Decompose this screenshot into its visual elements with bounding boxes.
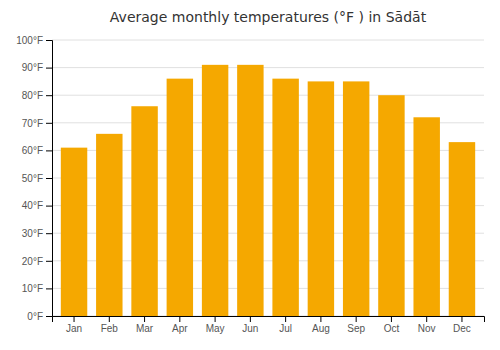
tick: 60°F	[22, 145, 52, 156]
bar	[378, 95, 404, 316]
chart-container: 0°F 10°F 20°F 30°F 40°F 50°F 60°F 70°F 80°F 90°F 1…	[0, 0, 500, 350]
tick-mark	[46, 288, 52, 289]
tick: 100°F	[16, 35, 52, 46]
tick-mark	[144, 316, 145, 322]
tick-label: 20°F	[22, 256, 43, 267]
tick-label: Dec	[453, 323, 471, 334]
tick-label: 80°F	[22, 90, 43, 101]
tick-label: 70°F	[22, 118, 43, 129]
tick: Oct	[384, 316, 400, 334]
tick: Jul	[279, 316, 292, 334]
tick-mark	[46, 95, 52, 96]
title: Average monthly temperatures (°F ) in Sā…	[110, 9, 427, 25]
bar	[272, 79, 298, 316]
bar	[308, 81, 334, 316]
tick: 20°F	[22, 256, 52, 267]
bar	[202, 65, 228, 316]
tick: Mar	[136, 316, 154, 334]
tick-mark	[46, 261, 52, 262]
tick: 50°F	[22, 173, 52, 184]
tick-label: 40°F	[22, 200, 43, 211]
bar	[131, 106, 157, 316]
grid-line	[52, 67, 484, 68]
tick-label: Jan	[66, 323, 82, 334]
tick: May	[206, 316, 225, 334]
tick-label: Apr	[172, 323, 188, 334]
tick-mark	[461, 316, 462, 322]
grid-line	[52, 95, 484, 96]
tick-label: 100°F	[16, 35, 43, 46]
bar	[413, 117, 439, 316]
tick-label: May	[206, 323, 225, 334]
tick: Dec	[453, 316, 471, 334]
tick-mark	[46, 40, 52, 41]
tick-mark	[46, 206, 52, 207]
axis-line	[46, 41, 53, 317]
tick-mark	[391, 316, 392, 322]
tick-label: 0°F	[27, 311, 43, 322]
tick-label: Mar	[136, 323, 154, 334]
tick: Jun	[242, 316, 258, 334]
chart-svg: 0°F 10°F 20°F 30°F 40°F 50°F 60°F 70°F 80°F 90°F 1…	[0, 0, 500, 350]
tick: 10°F	[22, 283, 52, 294]
tick-label: Feb	[101, 323, 119, 334]
bar	[449, 142, 475, 316]
tick: Jan	[66, 316, 82, 334]
tick-label: 10°F	[22, 283, 43, 294]
bar	[167, 79, 193, 316]
tick-label: Nov	[418, 323, 436, 334]
bar	[61, 148, 87, 316]
tick-label: Sep	[347, 323, 365, 334]
tick: 40°F	[22, 200, 52, 211]
tick: 80°F	[22, 90, 52, 101]
tick-mark	[46, 233, 52, 234]
tick: Apr	[172, 316, 188, 334]
tick-mark	[46, 316, 52, 317]
bar	[343, 81, 369, 316]
tick-label: Jun	[242, 323, 258, 334]
tick: 0°F	[27, 311, 52, 322]
tick: Feb	[101, 316, 119, 334]
plot-area: 0°F 10°F 20°F 30°F 40°F 50°F 60°F 70°F 80°F 90°F 1…	[16, 35, 484, 334]
tick: 30°F	[22, 228, 52, 239]
grid	[52, 40, 484, 316]
tick-label: Oct	[384, 323, 400, 334]
tick-mark	[179, 316, 180, 322]
axis-line	[53, 317, 485, 323]
tick-mark	[356, 316, 357, 322]
y-axis: 0°F 10°F 20°F 30°F 40°F 50°F 60°F 70°F 80°F 90°F 1…	[16, 35, 52, 322]
tick-mark	[215, 316, 216, 322]
tick-mark	[320, 316, 321, 322]
tick-mark	[46, 68, 52, 69]
tick: Aug	[312, 316, 330, 334]
tick-label: Jul	[279, 323, 292, 334]
tick-mark	[46, 123, 52, 124]
tick-label: Aug	[312, 323, 330, 334]
tick-label: 60°F	[22, 145, 43, 156]
tick-mark	[74, 316, 75, 322]
tick-mark	[46, 178, 52, 179]
bar	[237, 65, 263, 316]
tick-mark	[426, 316, 427, 322]
tick: 70°F	[22, 118, 52, 129]
tick: Nov	[418, 316, 436, 334]
grid-line	[52, 40, 484, 41]
tick-mark	[250, 316, 251, 322]
tick-mark	[285, 316, 286, 322]
tick: Sep	[347, 316, 365, 334]
bars	[61, 65, 475, 316]
tick: 90°F	[22, 62, 52, 73]
bar	[96, 134, 122, 316]
tick-mark	[109, 316, 110, 322]
tick-label: 90°F	[22, 62, 43, 73]
tick-label: 50°F	[22, 173, 43, 184]
tick-mark	[46, 150, 52, 151]
x-axis: Jan Feb Mar Apr May Jun Jul Aug Sep Oct Nov Dec	[53, 316, 485, 334]
tick-label: 30°F	[22, 228, 43, 239]
